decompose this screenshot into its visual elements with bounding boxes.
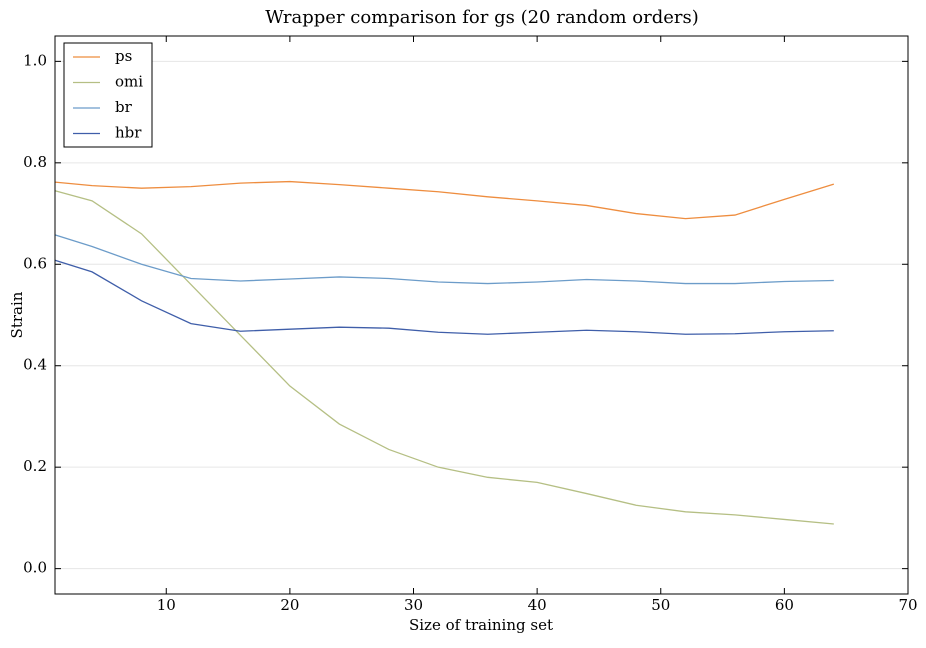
y-tick-label: 0.4: [23, 356, 47, 374]
chart-title: Wrapper comparison for gs (20 random ord…: [265, 7, 699, 28]
line-series: [54, 259, 834, 335]
x-tick-label: 50: [651, 596, 670, 614]
x-tick-label: 70: [898, 596, 917, 614]
line-series: [54, 180, 835, 220]
x-axis-label: Size of training set: [409, 616, 553, 634]
legend-label: br: [115, 98, 133, 116]
legend-label: ps: [115, 47, 132, 65]
y-tick-label: 0.6: [23, 254, 47, 272]
y-tick-label: 0.8: [23, 153, 47, 171]
y-tick-label: 0.0: [23, 559, 47, 577]
y-tick-label: 0.2: [23, 457, 47, 475]
legend-label: hbr: [115, 124, 142, 142]
x-tick-label: 10: [157, 596, 176, 614]
legend-box: [63, 42, 153, 148]
legend-label: omi: [115, 73, 143, 91]
y-axis-label: Strain: [8, 291, 26, 338]
x-tick-label: 40: [528, 596, 547, 614]
line-series: [54, 234, 834, 285]
plot-frame: [54, 35, 909, 595]
x-tick-label: 30: [404, 596, 423, 614]
x-tick-label: 20: [280, 596, 299, 614]
x-tick-label: 60: [775, 596, 794, 614]
y-tick-label: 1.0: [23, 51, 47, 69]
line-series: [54, 190, 834, 525]
